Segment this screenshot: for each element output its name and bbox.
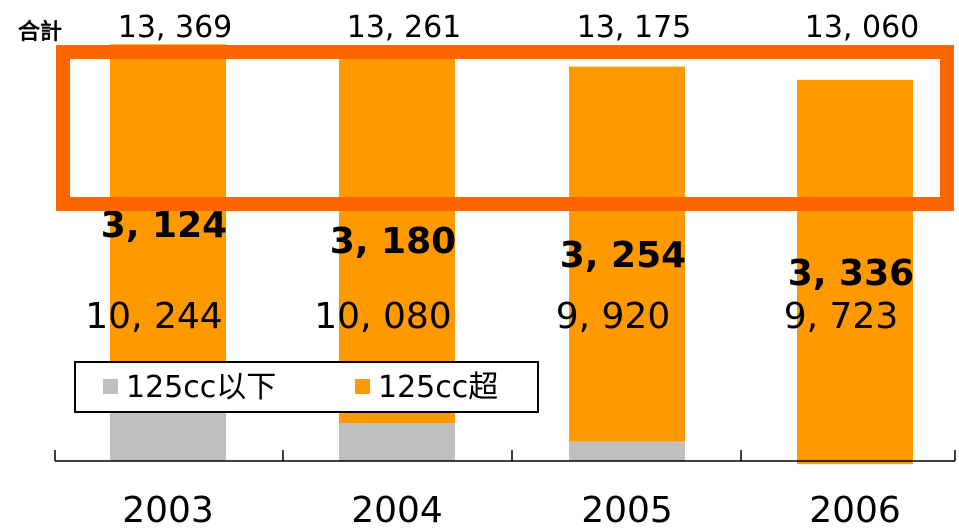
bar-over-125cc-2006 (797, 79, 913, 465)
bar-125cc-or-less-2005 (569, 441, 685, 461)
total-label-2006: 13, 060 (805, 10, 920, 45)
x-ticks (54, 450, 956, 461)
data-label-over-125cc-2003: 3, 124 (101, 205, 227, 246)
total-label-2005: 13, 175 (577, 10, 692, 45)
data-label-125cc-or-less-2006: 9, 723 (784, 296, 899, 337)
legend-label-over-125cc: 125cc超 (378, 370, 498, 405)
legend-box (74, 361, 539, 413)
labels-layer: 3, 124 10, 244 3, 180 10, 080 3, 254 9, 920 3,… (85, 205, 914, 337)
legend: 125cc以下 125cc超 (74, 361, 539, 413)
data-label-over-125cc-2006: 3, 336 (788, 253, 914, 294)
total-label-2004: 13, 261 (347, 10, 462, 45)
x-tick-label-2004: 2004 (351, 490, 443, 531)
x-tick-labels: 2003 2004 2005 2006 (122, 490, 901, 531)
bar-over-125cc-2003 (110, 44, 226, 405)
data-label-125cc-or-less-2003: 10, 244 (85, 296, 222, 337)
bar-125cc-or-less-2003 (110, 404, 226, 461)
legend-label-125cc-or-less: 125cc以下 (126, 370, 276, 405)
totals-label: 合計 (18, 19, 62, 45)
x-tick-label-2003: 2003 (122, 490, 214, 531)
totals-layer: 13, 369 13, 261 13, 175 13, 060 (118, 10, 920, 45)
highlight-frame (56, 45, 954, 211)
legend-swatch-over-125cc (355, 379, 370, 394)
data-label-125cc-or-less-2004: 10, 080 (314, 296, 451, 337)
data-label-over-125cc-2004: 3, 180 (330, 221, 456, 262)
data-label-over-125cc-2005: 3, 254 (560, 235, 686, 276)
bar-over-125cc-2005 (569, 66, 685, 442)
x-tick-label-2006: 2006 (809, 490, 901, 531)
bars-layer (110, 44, 913, 465)
bar-125cc-or-less-2004 (339, 422, 455, 461)
x-tick-label-2005: 2005 (581, 490, 673, 531)
data-label-125cc-or-less-2005: 9, 920 (556, 296, 671, 337)
total-label-2003: 13, 369 (118, 10, 233, 45)
legend-swatch-125cc-or-less (103, 379, 118, 394)
